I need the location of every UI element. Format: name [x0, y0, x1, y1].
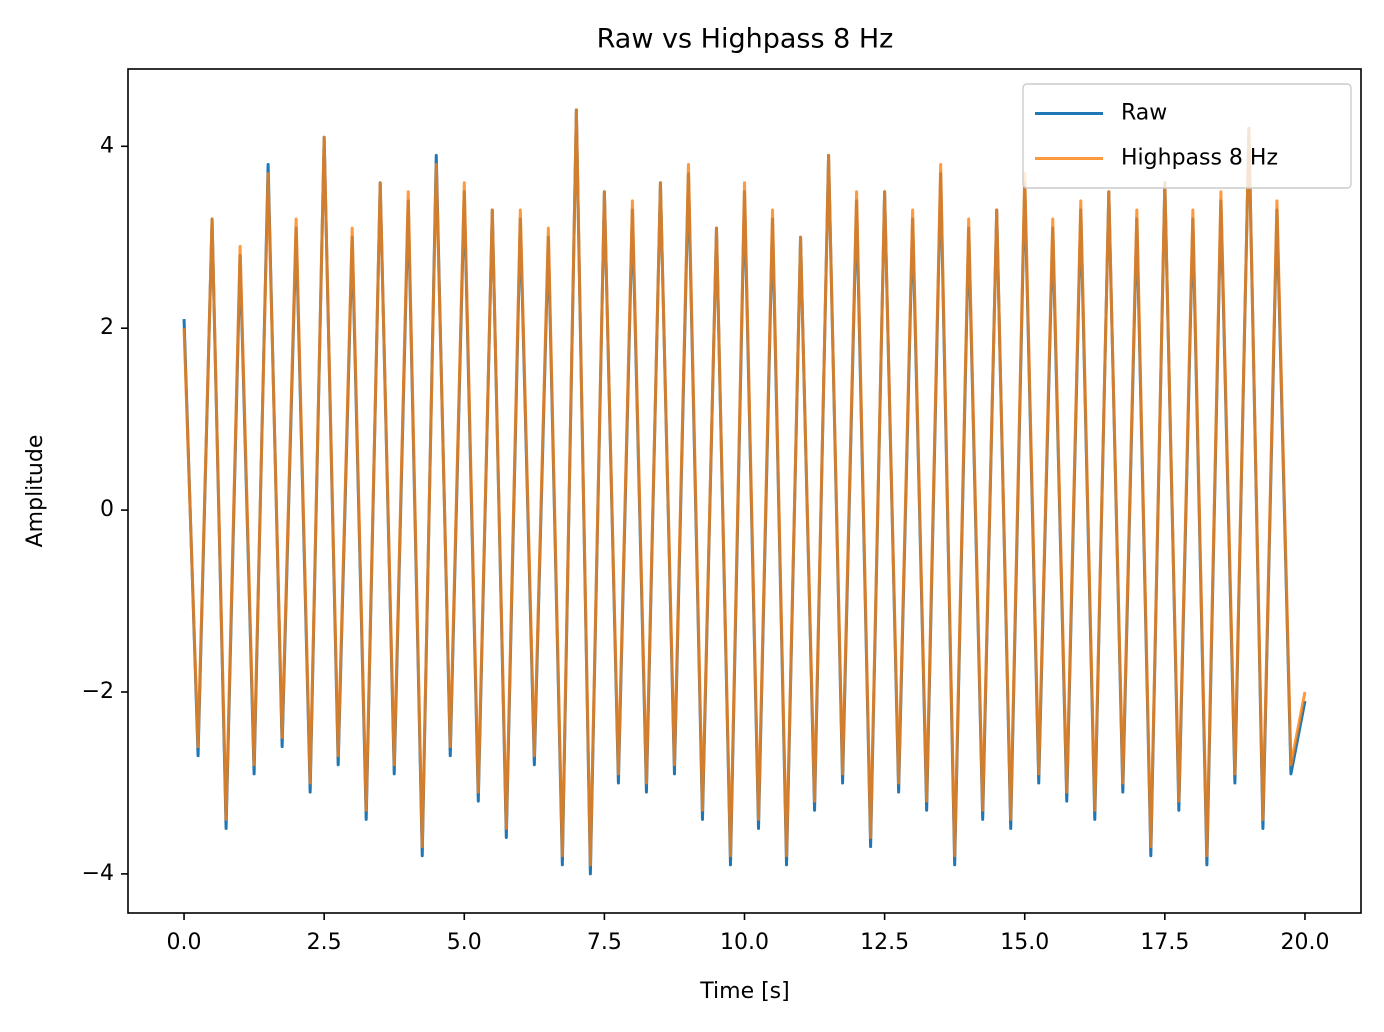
data-line — [182, 108, 1307, 867]
legend-label: Highpass 8 Hz — [1121, 146, 1278, 171]
x-tick-label: 20.0 — [1280, 930, 1329, 955]
y-tick-label: 4 — [100, 133, 114, 158]
x-tick-label: 7.5 — [587, 930, 622, 955]
x-tick-label: 12.5 — [860, 930, 909, 955]
y-tick-label: 0 — [100, 497, 114, 522]
x-tick-label: 5.0 — [447, 930, 482, 955]
x-tick-label: 0.0 — [167, 930, 202, 955]
y-tick-label: −2 — [82, 679, 114, 704]
y-tick-label: 2 — [100, 315, 114, 340]
chart-title: Raw vs Highpass 8 Hz — [597, 24, 894, 55]
legend-box — [1022, 83, 1352, 189]
x-tick-label: 15.0 — [1000, 930, 1049, 955]
legend-label: Raw — [1121, 101, 1167, 126]
x-tick-label: 10.0 — [720, 930, 769, 955]
plot-frame — [127, 68, 1362, 914]
y-tick-label: −4 — [82, 861, 114, 886]
x-tick-label: 2.5 — [307, 930, 342, 955]
y-axis-label: Amplitude — [23, 435, 48, 548]
x-axis-label: Time [s] — [699, 979, 789, 1004]
x-tick-label: 17.5 — [1140, 930, 1189, 955]
